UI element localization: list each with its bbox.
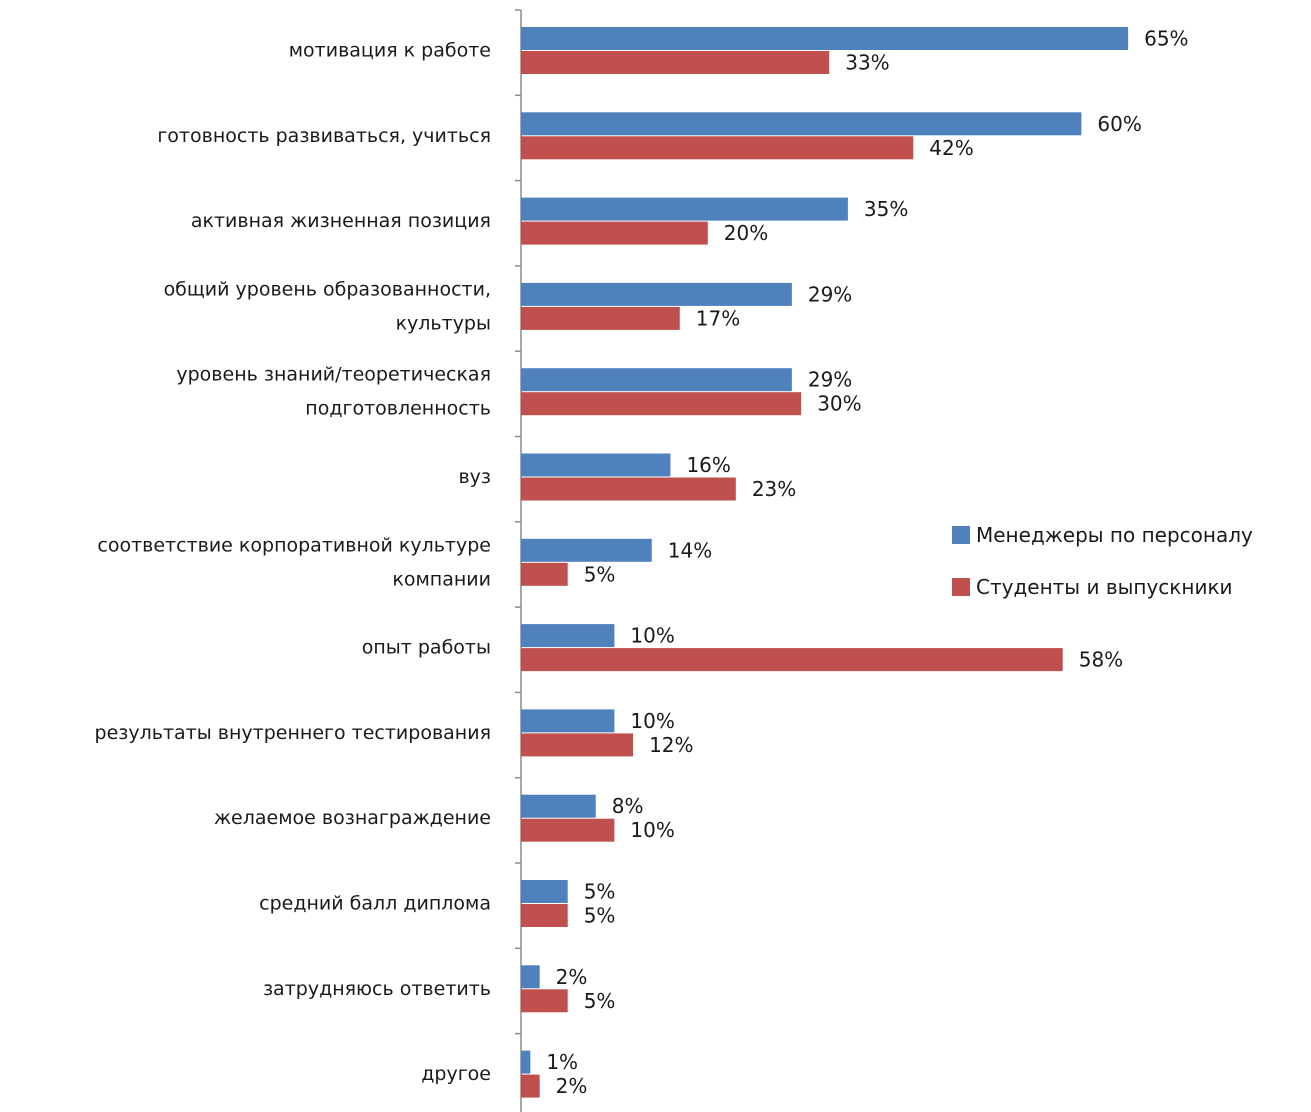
category-label: общий уровень образованности, культуры [164, 278, 491, 334]
data-label: 5% [584, 562, 616, 586]
category-label-line: опыт работы [362, 637, 491, 659]
bar-students [521, 306, 680, 330]
data-label: 2% [556, 1074, 588, 1098]
bar-managers [521, 538, 652, 562]
category-label-line: результаты внутреннего тестирования [95, 722, 491, 744]
bar-students [521, 904, 568, 927]
category-label: затрудняюсь ответить [263, 978, 491, 1000]
bar-managers [521, 368, 792, 392]
bar-students [521, 1074, 540, 1098]
category-label: уровень знаний/теоретическая подготовленн… [176, 364, 491, 420]
data-label: 35% [864, 197, 908, 221]
data-label: 23% [752, 477, 796, 501]
category-label-line: желаемое вознаграждение [214, 807, 491, 829]
category-label: активная жизненная позиция [191, 210, 491, 232]
bar-managers [521, 709, 615, 733]
data-label: 17% [696, 306, 740, 330]
legend-swatch-students [952, 578, 970, 596]
category-label: мотивация к работе [289, 40, 491, 62]
category-label: желаемое вознаграждение [214, 807, 491, 829]
category-label-line: мотивация к работе [289, 40, 491, 62]
data-label: 10% [630, 709, 674, 733]
category-label-line: готовность развиваться, учиться [157, 125, 491, 147]
bar-students [521, 989, 568, 1013]
bar-students [521, 818, 615, 842]
category-label-line: средний балл диплома [259, 893, 491, 915]
bar-managers [521, 282, 792, 306]
data-label: 5% [584, 989, 616, 1013]
data-label: 29% [808, 282, 852, 306]
bar-students [521, 51, 830, 74]
category-label: готовность развиваться, учиться [157, 125, 491, 147]
data-label: 65% [1144, 27, 1188, 51]
data-label: 29% [808, 368, 852, 392]
category-label: результаты внутреннего тестирования [95, 722, 491, 744]
bar-managers [521, 27, 1129, 50]
data-label: 16% [686, 453, 730, 477]
bar-managers [521, 1050, 531, 1074]
category-label: средний балл диплома [259, 893, 491, 915]
category-axis [515, 9, 522, 1112]
category-label-line: компании [392, 568, 491, 590]
category-label-line: общий уровень образованности, [164, 278, 491, 300]
bar-managers [521, 794, 596, 818]
category-label: опыт работы [362, 637, 491, 659]
bar-students [521, 648, 1063, 672]
data-label: 12% [649, 733, 693, 757]
data-label: 42% [929, 136, 973, 160]
data-label: 1% [546, 1050, 578, 1074]
category-label-line: затрудняюсь ответить [263, 978, 491, 1000]
bar-students [521, 562, 568, 586]
category-label: вуз [458, 466, 491, 488]
legend-swatch-managers [952, 526, 970, 544]
data-label: 2% [556, 965, 588, 989]
category-label: другое [421, 1063, 491, 1085]
bar-managers [521, 197, 848, 221]
labels: мотивация к работе 65% 33% готовность разви… [95, 27, 1189, 1099]
data-label: 5% [584, 880, 616, 904]
data-label: 20% [724, 221, 768, 245]
bar-managers [521, 453, 671, 477]
data-label: 5% [584, 904, 616, 928]
bar-students [521, 136, 914, 160]
category-label-line: другое [421, 1063, 491, 1085]
data-label: 30% [817, 392, 861, 416]
legend-label: Менеджеры по персоналу [976, 523, 1253, 547]
legend: Менеджеры по персоналу Студенты и выпускн… [952, 523, 1253, 599]
data-label: 58% [1079, 648, 1123, 672]
data-label: 14% [668, 538, 712, 562]
data-label: 10% [630, 624, 674, 648]
legend-label: Студенты и выпускники [976, 575, 1233, 599]
bar-managers [521, 880, 568, 903]
category-label-line: соответствие корпоративной культуре [97, 534, 491, 556]
bar-students [521, 733, 634, 757]
data-label: 33% [845, 51, 889, 75]
category-label-line: активная жизненная позиция [191, 210, 491, 232]
category-label-line: подготовленность [305, 398, 491, 420]
data-label: 10% [630, 818, 674, 842]
bar-managers [521, 112, 1082, 136]
bars [521, 27, 1129, 1098]
category-label: соответствие корпоративной культуре компа… [97, 534, 491, 590]
data-label: 60% [1097, 112, 1141, 136]
data-label: 8% [612, 794, 644, 818]
bar-managers [521, 965, 540, 989]
bar-managers [521, 624, 615, 648]
category-label-line: культуры [396, 312, 491, 334]
category-label-line: уровень знаний/теоретическая [176, 364, 491, 386]
bar-students [521, 477, 736, 501]
bar-students [521, 221, 708, 245]
bar-students [521, 392, 802, 416]
category-label-line: вуз [458, 466, 491, 488]
